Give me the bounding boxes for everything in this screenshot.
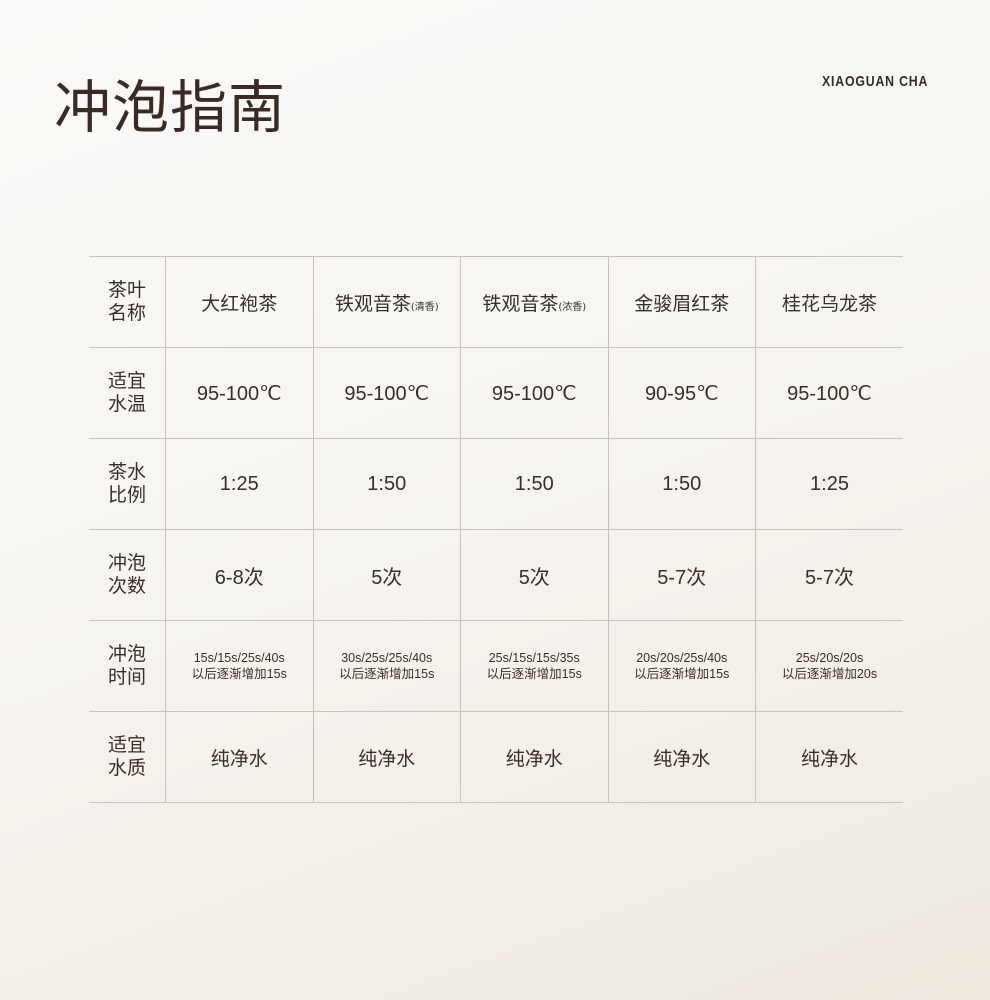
table-cell: 大红袍茶 <box>165 256 313 348</box>
row-label-line: 适宜 <box>107 734 146 756</box>
table-cell: 6-8次 <box>165 529 313 621</box>
table-cell: 95-100℃ <box>755 347 903 439</box>
cell-value: 纯净水 <box>505 747 563 770</box>
steep-time-line: 15s/15s/25s/40s <box>193 651 285 665</box>
tea-name: 金骏眉红茶 <box>634 292 730 315</box>
table-cell: 纯净水 <box>607 711 756 803</box>
steep-time-line: 30s/25s/25s/40s <box>341 651 433 665</box>
steep-time-line: 以后逐渐增加15s <box>339 667 435 681</box>
cell-value: 95-100℃ <box>196 382 282 405</box>
cell-value: 95-100℃ <box>491 382 577 405</box>
table-row: 适宜 水质 纯净水 纯净水 纯净水 纯净水 纯净水 <box>89 711 903 803</box>
row-label-line: 时间 <box>107 666 146 688</box>
row-label-line: 茶水 <box>107 461 146 483</box>
row-label: 冲泡 次数 <box>89 529 166 621</box>
cell-value: 纯净水 <box>210 747 268 770</box>
cell-value: 1:25 <box>810 472 849 495</box>
table-cell: 95-100℃ <box>165 347 313 439</box>
table-cell: 95-100℃ <box>460 347 608 439</box>
steep-time-line: 以后逐渐增加15s <box>634 667 730 681</box>
cell-value: 5次 <box>371 566 403 589</box>
cell-value: 1:50 <box>514 472 554 495</box>
tea-name: 铁观音茶 <box>482 292 559 315</box>
cell-value: 95-100℃ <box>787 382 872 405</box>
row-label: 茶叶 名称 <box>89 256 166 348</box>
row-label-line: 名称 <box>107 302 146 324</box>
table-cell: 铁观音茶(浓香) <box>460 256 608 348</box>
row-label-line: 次数 <box>107 575 146 597</box>
table-row: 冲泡 时间 15s/15s/25s/40s 以后逐渐增加15s 30s/25s/25s/… <box>89 620 903 712</box>
cell-value: 纯净水 <box>653 747 711 770</box>
table-cell: 纯净水 <box>165 711 313 803</box>
row-label: 适宜 水温 <box>89 347 166 439</box>
cell-value: 95-100℃ <box>344 382 430 405</box>
page-title: 冲泡指南 <box>54 75 286 141</box>
row-label-line: 适宜 <box>107 370 146 392</box>
steep-time-line: 以后逐渐增加15s <box>191 667 287 681</box>
table-cell: 纯净水 <box>460 711 608 803</box>
cell-value: 1:25 <box>219 472 259 495</box>
row-label-line: 水温 <box>107 393 146 415</box>
table-row: 冲泡 次数 6-8次 5次 5次 5-7次 5-7次 <box>89 529 903 621</box>
table-cell: 1:50 <box>312 438 461 530</box>
table-cell: 桂花乌龙茶 <box>755 256 903 348</box>
cell-value: 5次 <box>518 566 550 589</box>
steep-time-line: 25s/15s/15s/35s <box>488 651 580 665</box>
row-label-line: 冲泡 <box>107 552 146 574</box>
table-cell: 15s/15s/25s/40s 以后逐渐增加15s <box>165 620 313 712</box>
table-cell: 1:25 <box>165 438 313 530</box>
table-row: 茶水 比例 1:25 1:50 1:50 1:50 1:25 <box>89 438 903 530</box>
steep-time-line: 以后逐渐增加15s <box>486 667 582 681</box>
table-cell: 金骏眉红茶 <box>607 256 756 348</box>
row-label-line: 冲泡 <box>107 643 146 665</box>
cell-value: 5-7次 <box>805 566 854 589</box>
table-cell: 5次 <box>312 529 461 621</box>
tea-variant: (浓香) <box>558 301 587 313</box>
cell-value: 5-7次 <box>657 566 707 589</box>
table-cell: 纯净水 <box>312 711 461 803</box>
table-cell: 1:50 <box>607 438 756 530</box>
table-cell: 95-100℃ <box>312 347 461 439</box>
tea-name: 铁观音茶 <box>334 292 411 315</box>
cell-value: 6-8次 <box>214 566 264 589</box>
tea-name: 大红袍茶 <box>201 292 278 315</box>
cell-value: 1:50 <box>367 472 407 495</box>
steep-time-line: 25s/20s/20s <box>795 651 864 665</box>
table-row: 茶叶 名称 大红袍茶 铁观音茶(清香) 铁观音茶(浓香) 金骏眉红茶 桂花乌龙茶 <box>89 256 903 348</box>
row-label: 冲泡 时间 <box>89 620 166 712</box>
cell-value: 90-95℃ <box>644 382 719 405</box>
table-cell: 5-7次 <box>607 529 756 621</box>
cell-value: 1:50 <box>662 472 702 495</box>
table-cell: 纯净水 <box>755 711 903 803</box>
table-cell: 25s/15s/15s/35s 以后逐渐增加15s <box>460 620 608 712</box>
row-label-line: 比例 <box>107 484 146 506</box>
steep-time-line: 以后逐渐增加20s <box>781 667 878 681</box>
brewing-guide-table: 茶叶 名称 大红袍茶 铁观音茶(清香) 铁观音茶(浓香) 金骏眉红茶 桂花乌龙茶 适宜 水温 95… <box>89 256 903 803</box>
table-cell: 20s/20s/25s/40s 以后逐渐增加15s <box>607 620 756 712</box>
cell-value: 纯净水 <box>358 747 416 770</box>
table-cell: 30s/25s/25s/40s 以后逐渐增加15s <box>312 620 461 712</box>
tea-name: 桂花乌龙茶 <box>781 292 877 315</box>
table-cell: 90-95℃ <box>607 347 756 439</box>
table-cell: 25s/20s/20s 以后逐渐增加20s <box>755 620 903 712</box>
row-label-line: 水质 <box>107 757 146 779</box>
table-cell: 5-7次 <box>755 529 903 621</box>
table-cell: 1:25 <box>755 438 903 530</box>
tea-variant: (清香) <box>410 301 439 313</box>
row-label: 茶水 比例 <box>89 438 166 530</box>
brand-name: XIAOGUAN CHA <box>822 73 929 90</box>
cell-value: 纯净水 <box>800 747 858 770</box>
table-cell: 铁观音茶(清香) <box>312 256 461 348</box>
table-cell: 5次 <box>460 529 608 621</box>
steep-time-line: 20s/20s/25s/40s <box>636 651 728 665</box>
row-label-line: 茶叶 <box>107 279 146 301</box>
table-cell: 1:50 <box>460 438 608 530</box>
table-row: 适宜 水温 95-100℃ 95-100℃ 95-100℃ 90-95℃ 95-100℃ <box>89 347 903 439</box>
row-label: 适宜 水质 <box>89 711 166 803</box>
